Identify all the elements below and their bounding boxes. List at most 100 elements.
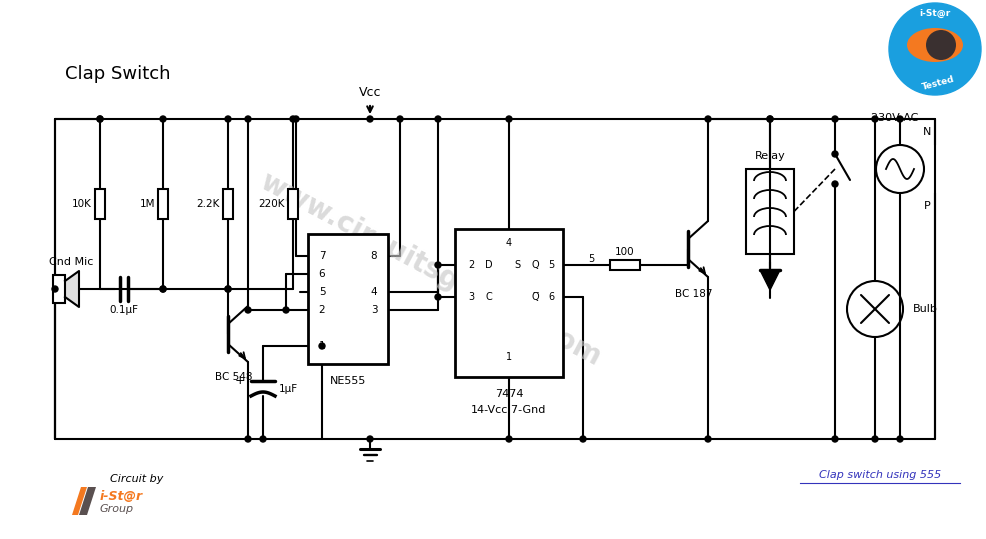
- Circle shape: [260, 436, 266, 442]
- Text: Bulb: Bulb: [913, 304, 938, 314]
- Text: 5: 5: [588, 254, 595, 264]
- Circle shape: [872, 116, 878, 122]
- Circle shape: [832, 181, 838, 187]
- Text: i-St@r: i-St@r: [919, 9, 951, 18]
- Text: i-St@r: i-St@r: [100, 490, 143, 503]
- Text: 10K: 10K: [72, 199, 92, 209]
- Circle shape: [160, 286, 166, 292]
- Circle shape: [160, 116, 166, 122]
- Text: 2: 2: [468, 260, 474, 270]
- Circle shape: [506, 116, 512, 122]
- Bar: [610, 260, 640, 270]
- Circle shape: [435, 116, 441, 122]
- Circle shape: [283, 307, 289, 313]
- Circle shape: [580, 436, 586, 442]
- Polygon shape: [79, 487, 96, 515]
- Bar: [158, 189, 168, 219]
- Text: NE555: NE555: [329, 376, 366, 386]
- Bar: [95, 189, 105, 219]
- Polygon shape: [72, 487, 87, 515]
- Text: 7: 7: [318, 251, 325, 261]
- Text: Vcc: Vcc: [359, 86, 382, 99]
- Circle shape: [832, 436, 838, 442]
- Text: 5: 5: [548, 260, 554, 270]
- Polygon shape: [760, 270, 780, 290]
- Text: +: +: [235, 375, 245, 388]
- Circle shape: [367, 436, 373, 442]
- Text: Q: Q: [531, 260, 538, 270]
- Bar: [746, 169, 794, 254]
- Circle shape: [290, 116, 296, 122]
- Text: 2.2K: 2.2K: [196, 199, 220, 209]
- Text: 7474: 7474: [495, 389, 524, 399]
- Text: 230V AC: 230V AC: [872, 113, 919, 123]
- Text: 1μF: 1μF: [279, 384, 298, 394]
- Circle shape: [435, 294, 441, 300]
- Text: 0.1μF: 0.1μF: [109, 305, 138, 315]
- Circle shape: [319, 343, 325, 349]
- Text: 8: 8: [371, 251, 378, 261]
- Text: 4: 4: [371, 287, 378, 297]
- Circle shape: [705, 436, 711, 442]
- Text: 6: 6: [318, 269, 325, 279]
- Circle shape: [435, 262, 441, 268]
- Circle shape: [160, 286, 166, 292]
- Circle shape: [832, 116, 838, 122]
- Text: C: C: [486, 292, 492, 302]
- Bar: [455, 229, 563, 377]
- Text: Tested: Tested: [921, 74, 955, 92]
- Circle shape: [767, 116, 773, 122]
- Polygon shape: [65, 271, 79, 307]
- Circle shape: [245, 436, 251, 442]
- Text: Cnd Mic: Cnd Mic: [49, 257, 94, 267]
- Ellipse shape: [907, 28, 963, 62]
- Text: 2: 2: [318, 305, 325, 315]
- Circle shape: [705, 116, 711, 122]
- Circle shape: [832, 151, 838, 157]
- Text: S: S: [514, 260, 520, 270]
- Text: 3: 3: [468, 292, 474, 302]
- Text: D: D: [485, 260, 493, 270]
- Circle shape: [225, 116, 231, 122]
- Text: Q̅: Q̅: [531, 292, 538, 302]
- Circle shape: [245, 116, 251, 122]
- Text: www.circuitsgallery.com: www.circuitsgallery.com: [254, 167, 605, 371]
- Ellipse shape: [926, 30, 956, 60]
- Bar: [223, 189, 233, 219]
- Text: 6: 6: [548, 292, 554, 302]
- Text: 1: 1: [318, 341, 325, 351]
- Circle shape: [225, 286, 231, 292]
- Text: Circuit by: Circuit by: [110, 474, 164, 484]
- Circle shape: [767, 116, 773, 122]
- Circle shape: [897, 116, 903, 122]
- Text: 5: 5: [318, 287, 325, 297]
- Text: 4: 4: [506, 238, 512, 248]
- Bar: [308, 234, 388, 364]
- Text: Clap Switch: Clap Switch: [65, 65, 171, 83]
- Text: BC 548: BC 548: [215, 372, 252, 382]
- Circle shape: [225, 286, 231, 292]
- Circle shape: [52, 286, 58, 292]
- Text: 3: 3: [371, 305, 378, 315]
- Text: Relay: Relay: [754, 151, 786, 161]
- Circle shape: [97, 116, 103, 122]
- Circle shape: [367, 116, 373, 122]
- Text: 100: 100: [615, 247, 635, 257]
- Text: BC 187: BC 187: [675, 289, 713, 299]
- Circle shape: [397, 116, 403, 122]
- Text: Group: Group: [100, 504, 134, 514]
- Circle shape: [245, 307, 251, 313]
- Text: 14-Vcc;7-Gnd: 14-Vcc;7-Gnd: [471, 405, 546, 415]
- Circle shape: [889, 3, 981, 95]
- Circle shape: [506, 436, 512, 442]
- Circle shape: [897, 436, 903, 442]
- Text: 1M: 1M: [139, 199, 155, 209]
- Text: Clap switch using 555: Clap switch using 555: [819, 470, 941, 480]
- Circle shape: [872, 436, 878, 442]
- Text: 1: 1: [506, 352, 512, 362]
- Bar: [53, 275, 65, 303]
- Bar: [288, 189, 298, 219]
- Text: P: P: [924, 201, 931, 211]
- Text: 220K: 220K: [258, 199, 285, 209]
- Circle shape: [293, 116, 299, 122]
